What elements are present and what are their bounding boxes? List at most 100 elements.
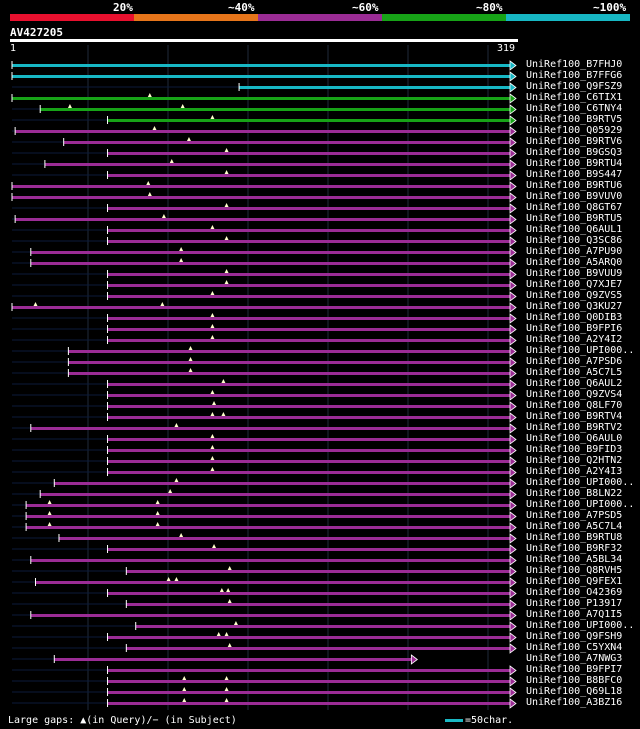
- hit-label[interactable]: UniRef100_Q8LF70: [526, 400, 623, 411]
- hit-bar[interactable]: [107, 317, 510, 320]
- hit-label[interactable]: UniRef100_Q2HTN2: [526, 455, 623, 466]
- hit-bar[interactable]: [107, 680, 510, 683]
- hit-label[interactable]: UniRef100_B9S447: [526, 169, 623, 180]
- hit-label[interactable]: UniRef100_Q7XJE7: [526, 279, 623, 290]
- hit-bar[interactable]: [107, 152, 510, 155]
- hit-bar[interactable]: [107, 229, 510, 232]
- hit-bar[interactable]: [12, 75, 510, 78]
- hit-label[interactable]: UniRef100_B9RTV5: [526, 114, 623, 125]
- hit-label[interactable]: UniRef100_B9VUV0: [526, 191, 623, 202]
- hit-label[interactable]: UniRef100_B7FFG6: [526, 70, 623, 81]
- hit-label[interactable]: UniRef100_Q8GT67: [526, 202, 623, 213]
- hit-bar[interactable]: [35, 581, 510, 584]
- hit-bar[interactable]: [107, 592, 510, 595]
- hit-bar[interactable]: [107, 273, 510, 276]
- hit-label[interactable]: UniRef100_Q9FSZ9: [526, 81, 623, 92]
- hit-bar[interactable]: [30, 251, 511, 254]
- hit-bar[interactable]: [12, 196, 510, 199]
- hit-label[interactable]: UniRef100_B9RTU4: [526, 158, 623, 169]
- hit-bar[interactable]: [12, 306, 510, 309]
- hit-label[interactable]: UniRef100_A7NWG3: [526, 653, 623, 664]
- hit-label[interactable]: UniRef100_B7FHJ0: [526, 59, 623, 70]
- hit-bar[interactable]: [63, 141, 510, 144]
- hit-label[interactable]: UniRef100_A7PU90: [526, 246, 623, 257]
- hit-bar[interactable]: [107, 702, 510, 705]
- hit-label[interactable]: UniRef100_B9RTV6: [526, 136, 623, 147]
- hit-bar[interactable]: [26, 504, 511, 507]
- hit-label[interactable]: UniRef100_UPI000..: [526, 477, 635, 488]
- hit-bar[interactable]: [135, 625, 510, 628]
- hit-bar[interactable]: [68, 372, 511, 375]
- hit-bar[interactable]: [107, 460, 510, 463]
- hit-label[interactable]: UniRef100_C5YXN4: [526, 642, 623, 653]
- hit-label[interactable]: UniRef100_UPI000..: [526, 499, 635, 510]
- hit-label[interactable]: UniRef100_Q69L18: [526, 686, 623, 697]
- hit-bar[interactable]: [26, 526, 511, 529]
- hit-label[interactable]: UniRef100_A5C7L5: [526, 367, 623, 378]
- hit-label[interactable]: UniRef100_B9FID3: [526, 444, 623, 455]
- hit-bar[interactable]: [12, 97, 510, 100]
- hit-label[interactable]: UniRef100_UPI000..: [526, 620, 635, 631]
- hit-bar[interactable]: [107, 328, 510, 331]
- hit-label[interactable]: UniRef100_A3BZ16: [526, 697, 623, 708]
- hit-bar[interactable]: [107, 449, 510, 452]
- hit-bar[interactable]: [30, 559, 511, 562]
- hit-bar[interactable]: [58, 537, 510, 540]
- hit-label[interactable]: UniRef100_B9RTU8: [526, 532, 623, 543]
- hit-label[interactable]: UniRef100_C6TNY4: [526, 103, 623, 114]
- hit-label[interactable]: UniRef100_B8BFC0: [526, 675, 623, 686]
- hit-label[interactable]: UniRef100_Q9FEX1: [526, 576, 623, 587]
- hit-label[interactable]: UniRef100_Q05929: [526, 125, 623, 136]
- hit-bar[interactable]: [68, 361, 511, 364]
- hit-label[interactable]: UniRef100_Q3KU27: [526, 301, 623, 312]
- hit-label[interactable]: UniRef100_A5BL34: [526, 554, 623, 565]
- hit-bar[interactable]: [107, 416, 510, 419]
- hit-bar[interactable]: [12, 185, 510, 188]
- hit-bar[interactable]: [44, 163, 511, 166]
- hit-bar[interactable]: [107, 405, 510, 408]
- hit-bar[interactable]: [107, 471, 510, 474]
- hit-label[interactable]: UniRef100_A7PSD6: [526, 356, 623, 367]
- hit-bar[interactable]: [107, 669, 510, 672]
- hit-bar[interactable]: [54, 658, 412, 661]
- hit-bar[interactable]: [12, 64, 510, 67]
- hit-bar[interactable]: [107, 174, 510, 177]
- hit-bar[interactable]: [26, 515, 511, 518]
- hit-bar[interactable]: [107, 438, 510, 441]
- hit-bar[interactable]: [107, 284, 510, 287]
- hit-bar[interactable]: [54, 482, 510, 485]
- hit-label[interactable]: UniRef100_Q6AUL1: [526, 224, 623, 235]
- hit-label[interactable]: UniRef100_Q0DIB3: [526, 312, 623, 323]
- hit-bar[interactable]: [30, 262, 511, 265]
- hit-label[interactable]: UniRef100_B9RTV2: [526, 422, 623, 433]
- hit-label[interactable]: UniRef100_O42369: [526, 587, 623, 598]
- hit-label[interactable]: UniRef100_C6TIX1: [526, 92, 623, 103]
- hit-bar[interactable]: [126, 647, 511, 650]
- hit-label[interactable]: UniRef100_Q3SC86: [526, 235, 623, 246]
- hit-label[interactable]: UniRef100_Q6AUL0: [526, 433, 623, 444]
- hit-label[interactable]: UniRef100_Q9ZVS5: [526, 290, 623, 301]
- hit-label[interactable]: UniRef100_A5C7L4: [526, 521, 623, 532]
- hit-label[interactable]: UniRef100_B9RTU6: [526, 180, 623, 191]
- hit-bar[interactable]: [30, 427, 511, 430]
- hit-label[interactable]: UniRef100_Q9FSH9: [526, 631, 623, 642]
- hit-bar[interactable]: [40, 108, 510, 111]
- hit-bar[interactable]: [239, 86, 510, 89]
- hit-label[interactable]: UniRef100_Q8RVH5: [526, 565, 623, 576]
- hit-bar[interactable]: [68, 350, 511, 353]
- hit-bar[interactable]: [107, 691, 510, 694]
- hit-bar[interactable]: [107, 240, 510, 243]
- hit-bar[interactable]: [107, 119, 510, 122]
- hit-label[interactable]: UniRef100_A7PSD5: [526, 510, 623, 521]
- hit-label[interactable]: UniRef100_B9RTU5: [526, 213, 623, 224]
- hit-bar[interactable]: [107, 383, 510, 386]
- hit-label[interactable]: UniRef100_B9RTV4: [526, 411, 623, 422]
- hit-label[interactable]: UniRef100_A7Q1I5: [526, 609, 623, 620]
- hit-bar[interactable]: [30, 614, 511, 617]
- hit-bar[interactable]: [107, 339, 510, 342]
- hit-bar[interactable]: [107, 295, 510, 298]
- hit-bar[interactable]: [126, 603, 511, 606]
- hit-label[interactable]: UniRef100_B9FPI7: [526, 664, 623, 675]
- hit-label[interactable]: UniRef100_B9FPI6: [526, 323, 623, 334]
- hit-bar[interactable]: [107, 636, 510, 639]
